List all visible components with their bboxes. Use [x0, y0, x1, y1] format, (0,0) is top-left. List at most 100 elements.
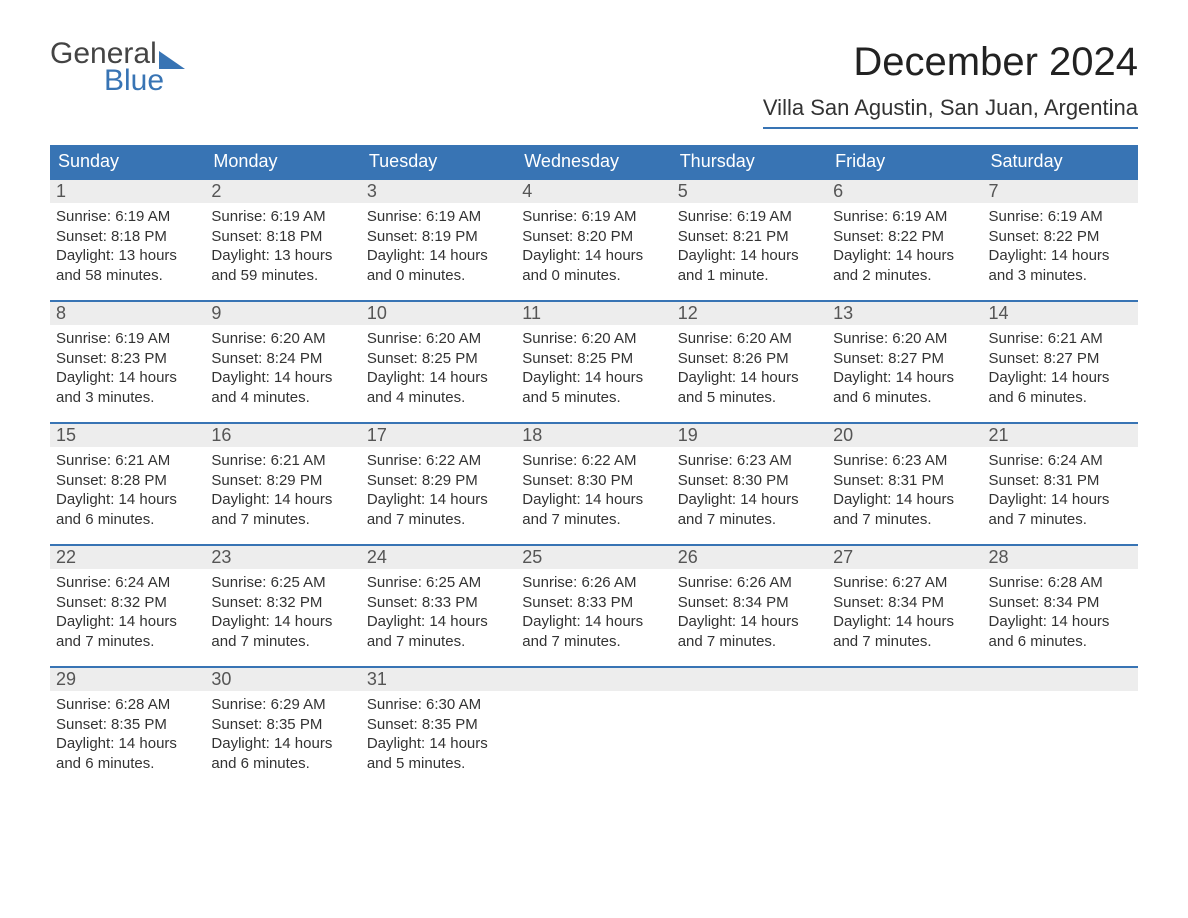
day-number — [672, 668, 827, 691]
day-cell: 12Sunrise: 6:20 AMSunset: 8:26 PMDayligh… — [672, 302, 827, 422]
brand-logo: General Blue — [50, 40, 185, 94]
day-body — [516, 691, 671, 709]
day-body: Sunrise: 6:21 AMSunset: 8:28 PMDaylight:… — [50, 447, 205, 543]
day-number: 27 — [827, 546, 982, 569]
day-body: Sunrise: 6:20 AMSunset: 8:25 PMDaylight:… — [516, 325, 671, 421]
day-sunset: Sunset: 8:33 PM — [522, 593, 665, 613]
day-day_l2: and 1 minute. — [678, 266, 821, 286]
day-sunrise: Sunrise: 6:20 AM — [211, 329, 354, 349]
day-day_l1: Daylight: 14 hours — [522, 612, 665, 632]
day-cell — [672, 668, 827, 788]
day-cell: 13Sunrise: 6:20 AMSunset: 8:27 PMDayligh… — [827, 302, 982, 422]
day-day_l1: Daylight: 14 hours — [833, 490, 976, 510]
day-body: Sunrise: 6:27 AMSunset: 8:34 PMDaylight:… — [827, 569, 982, 665]
day-cell: 16Sunrise: 6:21 AMSunset: 8:29 PMDayligh… — [205, 424, 360, 544]
day-day_l1: Daylight: 14 hours — [367, 246, 510, 266]
week-row: 15Sunrise: 6:21 AMSunset: 8:28 PMDayligh… — [50, 422, 1138, 544]
day-body — [672, 691, 827, 709]
day-number: 13 — [827, 302, 982, 325]
day-sunrise: Sunrise: 6:20 AM — [678, 329, 821, 349]
title-block: December 2024 Villa San Agustin, San Jua… — [763, 40, 1138, 129]
day-sunset: Sunset: 8:35 PM — [56, 715, 199, 735]
day-body: Sunrise: 6:19 AMSunset: 8:20 PMDaylight:… — [516, 203, 671, 299]
day-number: 19 — [672, 424, 827, 447]
day-day_l1: Daylight: 14 hours — [211, 490, 354, 510]
day-cell: 31Sunrise: 6:30 AMSunset: 8:35 PMDayligh… — [361, 668, 516, 788]
day-cell — [827, 668, 982, 788]
day-body: Sunrise: 6:29 AMSunset: 8:35 PMDaylight:… — [205, 691, 360, 787]
day-day_l2: and 4 minutes. — [211, 388, 354, 408]
day-day_l2: and 5 minutes. — [367, 754, 510, 774]
day-cell: 18Sunrise: 6:22 AMSunset: 8:30 PMDayligh… — [516, 424, 671, 544]
day-cell: 19Sunrise: 6:23 AMSunset: 8:30 PMDayligh… — [672, 424, 827, 544]
day-number: 7 — [983, 180, 1138, 203]
day-day_l1: Daylight: 14 hours — [211, 612, 354, 632]
calendar-grid: SundayMondayTuesdayWednesdayThursdayFrid… — [50, 145, 1138, 788]
day-number: 12 — [672, 302, 827, 325]
day-number: 20 — [827, 424, 982, 447]
day-body — [827, 691, 982, 709]
day-body: Sunrise: 6:22 AMSunset: 8:29 PMDaylight:… — [361, 447, 516, 543]
day-body: Sunrise: 6:23 AMSunset: 8:31 PMDaylight:… — [827, 447, 982, 543]
day-day_l1: Daylight: 14 hours — [833, 246, 976, 266]
day-sunset: Sunset: 8:18 PM — [211, 227, 354, 247]
day-body: Sunrise: 6:19 AMSunset: 8:19 PMDaylight:… — [361, 203, 516, 299]
day-sunset: Sunset: 8:35 PM — [211, 715, 354, 735]
day-body: Sunrise: 6:25 AMSunset: 8:33 PMDaylight:… — [361, 569, 516, 665]
day-sunrise: Sunrise: 6:27 AM — [833, 573, 976, 593]
day-sunset: Sunset: 8:18 PM — [56, 227, 199, 247]
day-body: Sunrise: 6:24 AMSunset: 8:31 PMDaylight:… — [983, 447, 1138, 543]
day-day_l1: Daylight: 14 hours — [56, 368, 199, 388]
day-number: 9 — [205, 302, 360, 325]
day-cell: 8Sunrise: 6:19 AMSunset: 8:23 PMDaylight… — [50, 302, 205, 422]
day-day_l1: Daylight: 14 hours — [211, 734, 354, 754]
day-sunrise: Sunrise: 6:22 AM — [522, 451, 665, 471]
day-day_l2: and 7 minutes. — [678, 632, 821, 652]
day-day_l2: and 7 minutes. — [522, 632, 665, 652]
day-sunrise: Sunrise: 6:21 AM — [211, 451, 354, 471]
day-sunset: Sunset: 8:34 PM — [989, 593, 1132, 613]
day-number — [516, 668, 671, 691]
day-sunrise: Sunrise: 6:19 AM — [211, 207, 354, 227]
day-body: Sunrise: 6:19 AMSunset: 8:21 PMDaylight:… — [672, 203, 827, 299]
day-day_l2: and 7 minutes. — [367, 510, 510, 530]
day-cell: 15Sunrise: 6:21 AMSunset: 8:28 PMDayligh… — [50, 424, 205, 544]
day-sunset: Sunset: 8:31 PM — [989, 471, 1132, 491]
day-body: Sunrise: 6:28 AMSunset: 8:34 PMDaylight:… — [983, 569, 1138, 665]
day-body: Sunrise: 6:20 AMSunset: 8:27 PMDaylight:… — [827, 325, 982, 421]
day-cell: 1Sunrise: 6:19 AMSunset: 8:18 PMDaylight… — [50, 180, 205, 300]
day-number: 16 — [205, 424, 360, 447]
day-body: Sunrise: 6:30 AMSunset: 8:35 PMDaylight:… — [361, 691, 516, 787]
day-sunrise: Sunrise: 6:19 AM — [367, 207, 510, 227]
day-body: Sunrise: 6:19 AMSunset: 8:22 PMDaylight:… — [983, 203, 1138, 299]
day-cell: 29Sunrise: 6:28 AMSunset: 8:35 PMDayligh… — [50, 668, 205, 788]
day-sunrise: Sunrise: 6:23 AM — [678, 451, 821, 471]
brand-word-2: Blue — [50, 67, 185, 94]
day-day_l2: and 7 minutes. — [367, 632, 510, 652]
day-number: 21 — [983, 424, 1138, 447]
day-day_l2: and 7 minutes. — [989, 510, 1132, 530]
day-day_l2: and 58 minutes. — [56, 266, 199, 286]
day-sunrise: Sunrise: 6:25 AM — [367, 573, 510, 593]
day-day_l2: and 7 minutes. — [211, 632, 354, 652]
day-cell: 26Sunrise: 6:26 AMSunset: 8:34 PMDayligh… — [672, 546, 827, 666]
day-sunrise: Sunrise: 6:28 AM — [989, 573, 1132, 593]
day-cell: 30Sunrise: 6:29 AMSunset: 8:35 PMDayligh… — [205, 668, 360, 788]
day-body: Sunrise: 6:21 AMSunset: 8:29 PMDaylight:… — [205, 447, 360, 543]
day-sunrise: Sunrise: 6:19 AM — [56, 329, 199, 349]
day-cell: 27Sunrise: 6:27 AMSunset: 8:34 PMDayligh… — [827, 546, 982, 666]
day-sunset: Sunset: 8:28 PM — [56, 471, 199, 491]
day-body: Sunrise: 6:26 AMSunset: 8:33 PMDaylight:… — [516, 569, 671, 665]
day-day_l2: and 6 minutes. — [56, 510, 199, 530]
day-sunrise: Sunrise: 6:20 AM — [522, 329, 665, 349]
day-sunset: Sunset: 8:23 PM — [56, 349, 199, 369]
day-body: Sunrise: 6:28 AMSunset: 8:35 PMDaylight:… — [50, 691, 205, 787]
day-sunset: Sunset: 8:31 PM — [833, 471, 976, 491]
day-day_l2: and 3 minutes. — [989, 266, 1132, 286]
day-day_l1: Daylight: 14 hours — [522, 368, 665, 388]
day-day_l1: Daylight: 14 hours — [211, 368, 354, 388]
day-day_l1: Daylight: 14 hours — [56, 612, 199, 632]
day-day_l1: Daylight: 14 hours — [989, 246, 1132, 266]
day-body: Sunrise: 6:26 AMSunset: 8:34 PMDaylight:… — [672, 569, 827, 665]
day-sunrise: Sunrise: 6:22 AM — [367, 451, 510, 471]
